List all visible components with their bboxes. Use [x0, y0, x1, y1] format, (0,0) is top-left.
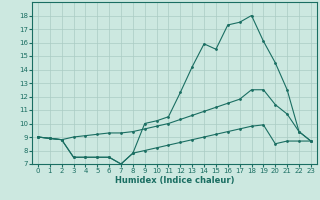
X-axis label: Humidex (Indice chaleur): Humidex (Indice chaleur) — [115, 176, 234, 185]
